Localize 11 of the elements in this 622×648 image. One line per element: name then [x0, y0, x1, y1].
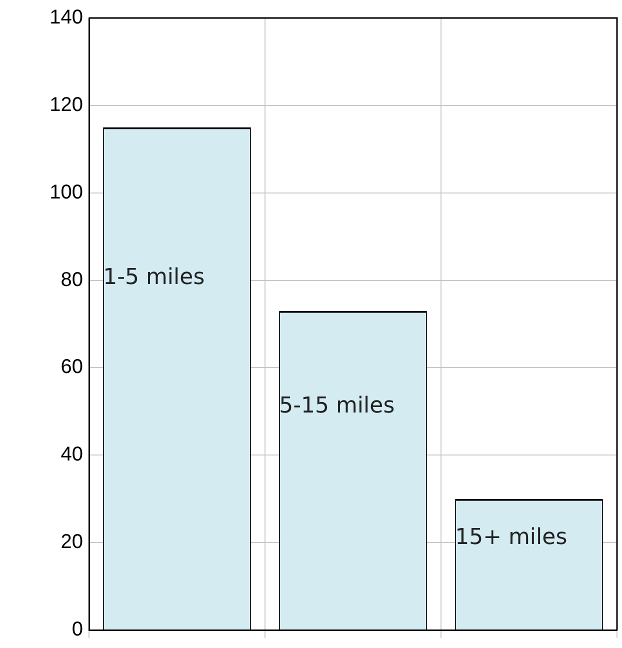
x-tick-label: 1-5 miles: [103, 264, 205, 290]
y-tick-label: 140: [50, 6, 83, 29]
y-tick-label: 60: [60, 356, 83, 378]
y-tick-label: 80: [60, 268, 83, 291]
y-tick-label: 40: [60, 444, 83, 466]
y-tick-label: 120: [50, 94, 83, 116]
x-tick-label: 5-15 miles: [279, 393, 395, 418]
x-tick-label: 15+ miles: [455, 524, 568, 550]
y-tick-label: 100: [50, 181, 83, 204]
y-tick-label: 20: [60, 531, 83, 554]
y-tick-label: 0: [72, 618, 83, 641]
